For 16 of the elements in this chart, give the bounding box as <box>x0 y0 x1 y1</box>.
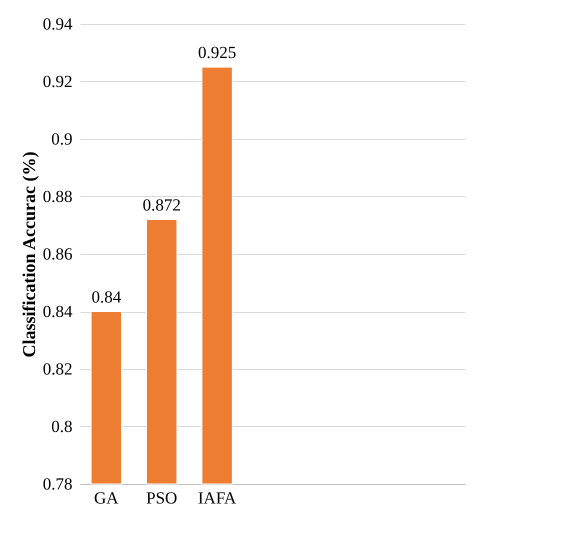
y-axis-title: Classification Accurac (%) <box>18 152 39 358</box>
x-tick-label: IAFA <box>198 488 238 508</box>
x-tick-label: PSO <box>146 488 178 508</box>
data-label: 0.84 <box>91 288 122 306</box>
y-tick-label: 0.82 <box>42 360 72 378</box>
x-tick-label: GA <box>94 488 120 508</box>
y-tick-label: 0.88 <box>42 187 72 206</box>
y-tick-label: 0.86 <box>42 244 72 264</box>
y-tick-label: 0.8 <box>51 417 72 436</box>
y-tick-label: 0.94 <box>42 14 73 34</box>
data-label: 0.925 <box>198 43 236 62</box>
y-tick-label: 0.92 <box>42 72 72 91</box>
y-tick-label: 0.84 <box>42 302 73 321</box>
y-tick-label: 0.9 <box>51 130 72 148</box>
data-label: 0.872 <box>142 196 181 214</box>
y-tick-label: 0.78 <box>42 474 72 494</box>
